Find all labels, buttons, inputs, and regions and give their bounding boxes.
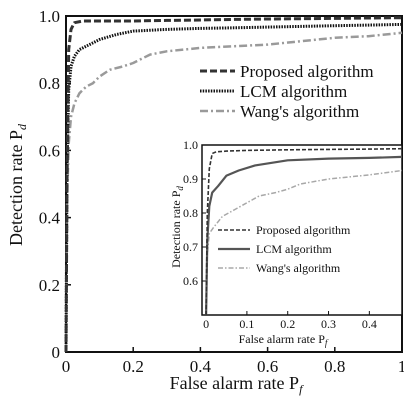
inset-x-axis-title-text: False alarm rate P [239,332,326,346]
legend-label: Proposed algorithm [240,62,374,81]
inset-legend-label: Proposed algorithm [256,223,351,237]
series-line-wang-s-algorithm [64,31,403,353]
series-line-proposed-algorithm [64,16,403,353]
inset-plot-frame [201,144,403,316]
y-tick-label: 0 [52,343,61,362]
inset-series-line-proposed-algorithm [205,147,403,316]
inset-y-axis-title-sub: d [175,186,185,191]
y-axis-title: Detection rate Pd [6,123,29,246]
inset-y-axis-title-text: Detection rate P [169,190,183,268]
inset-x-axis-title: False alarm rate Pf [239,332,329,348]
legend-label: LCM algorithm [240,82,347,101]
inset-y-tick-label: 0.9 [183,172,198,186]
x-axis-title-sub: f [299,382,304,396]
inset-x-tick-label: 0.4 [362,317,377,331]
inset-legend-label: LCM algorithm [256,242,332,256]
x-tick-label: 0.8 [324,357,345,376]
y-axis-title-sub: d [15,123,29,130]
x-axis-title-text: False alarm rate P [170,373,299,393]
main-plot-area: 0 0.2 0.4 0.6 0.8 1 0 0.2 0.4 0.6 0.8 1.0 [39,7,404,376]
inset-x-axis-title-sub: f [325,338,329,348]
y-tick-label: 0.6 [39,141,60,160]
x-tick-label: 0.4 [190,357,212,376]
inset-plot-area: 0 0.1 0.2 0.3 0.4 0.6 0.7 0.8 0.9 1.0 [183,138,403,331]
y-tick-label: 1.0 [39,7,60,26]
y-tick-label: 0.8 [39,74,60,93]
y-axis-title-text: Detection rate P [6,130,26,246]
y-tick-label: 0.4 [39,209,61,228]
inset-y-tick-label: 0.8 [183,206,198,220]
inset-legend: Proposed algorithm LCM algorithm Wang's al… [218,223,351,275]
inset-series-line-wang-s-algorithm [205,169,403,316]
inset-y-tick-label: 1.0 [183,138,198,152]
x-axis-title: False alarm rate Pf [170,373,304,396]
inset-x-tick-label: 0.3 [321,317,336,331]
x-tick-label: 1 [398,357,404,376]
inset-y-axis-title: Detection rate Pd [169,186,185,268]
y-tick-label: 0.2 [39,276,60,295]
x-tick-label: 0.6 [257,357,278,376]
inset-legend-label: Wang's algorithm [256,261,341,275]
inset-series-line-lcm-algorithm [205,155,403,316]
x-tick-label: 0 [62,357,71,376]
inset-x-tick-label: 0.2 [280,317,295,331]
series-line-lcm-algorithm [64,22,403,353]
inset-y-tick-label: 0.7 [183,240,198,254]
x-tick-label: 0.2 [123,357,144,376]
inset-x-tick-label: 0 [203,317,209,331]
inset-x-tick-label: 0.1 [239,317,254,331]
legend-label: Wang's algorithm [240,102,359,121]
inset-y-tick-label: 0.6 [183,274,198,288]
